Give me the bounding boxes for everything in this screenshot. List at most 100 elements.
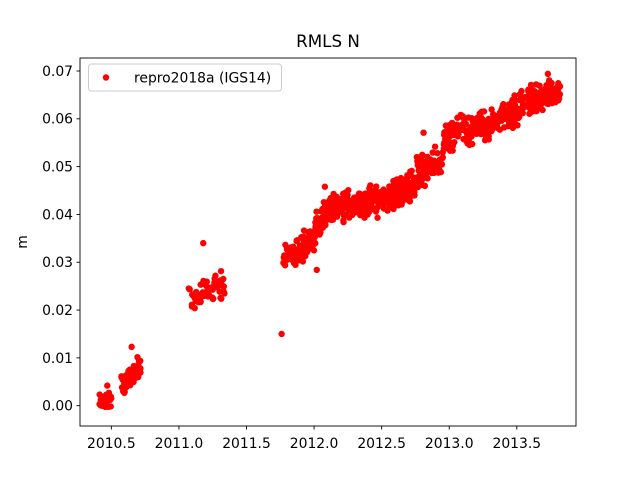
data-point bbox=[431, 143, 439, 150]
legend-marker-icon bbox=[102, 74, 110, 81]
data-point bbox=[309, 242, 316, 250]
data-point bbox=[346, 214, 353, 221]
data-point bbox=[128, 343, 135, 351]
data-point bbox=[532, 81, 540, 88]
data-point bbox=[137, 369, 144, 376]
data-point bbox=[290, 252, 297, 260]
data-point bbox=[354, 193, 362, 200]
data-point bbox=[543, 82, 550, 89]
data-point bbox=[200, 239, 207, 247]
data-point bbox=[550, 91, 558, 99]
y-tick-label: 0.04 bbox=[42, 207, 73, 223]
data-point bbox=[278, 330, 285, 338]
data-point bbox=[414, 183, 422, 191]
data-point bbox=[217, 267, 225, 275]
x-tick-label: 2013.0 bbox=[425, 436, 474, 452]
data-point bbox=[318, 216, 325, 223]
x-tick-label: 2012.5 bbox=[357, 436, 406, 452]
data-point bbox=[429, 159, 436, 166]
data-point bbox=[192, 297, 200, 304]
data-point bbox=[135, 361, 142, 369]
data-point bbox=[217, 278, 225, 285]
data-point bbox=[423, 166, 431, 173]
data-point bbox=[130, 372, 137, 380]
y-tick-label: 0.07 bbox=[42, 64, 73, 80]
data-point bbox=[204, 286, 212, 293]
data-point bbox=[517, 92, 524, 99]
data-point bbox=[488, 119, 496, 126]
data-point bbox=[355, 208, 363, 215]
data-point bbox=[104, 382, 111, 389]
data-point bbox=[336, 203, 343, 210]
data-point bbox=[510, 113, 517, 120]
x-tick-label: 2012.0 bbox=[290, 436, 339, 452]
data-point bbox=[488, 106, 495, 113]
data-point bbox=[477, 118, 485, 125]
data-point bbox=[106, 394, 113, 402]
data-point bbox=[99, 398, 107, 405]
data-point bbox=[210, 284, 218, 291]
data-point bbox=[408, 167, 415, 175]
data-point bbox=[349, 199, 357, 207]
data-point bbox=[292, 258, 299, 266]
data-point bbox=[370, 197, 378, 204]
data-point bbox=[462, 120, 470, 128]
data-point bbox=[313, 266, 320, 274]
data-point bbox=[416, 174, 424, 181]
data-point bbox=[212, 272, 219, 279]
legend-frame bbox=[88, 63, 282, 92]
data-point bbox=[210, 295, 217, 302]
data-point bbox=[457, 122, 464, 129]
data-point bbox=[415, 159, 423, 166]
data-point bbox=[342, 189, 350, 196]
data-point bbox=[365, 207, 372, 214]
data-point bbox=[330, 212, 337, 220]
data-point bbox=[413, 153, 421, 161]
chart-title: RMLS N bbox=[296, 31, 360, 51]
data-point bbox=[340, 212, 348, 219]
data-point bbox=[297, 247, 304, 254]
data-point bbox=[283, 253, 290, 260]
data-point bbox=[325, 211, 332, 218]
data-point bbox=[378, 191, 386, 198]
y-tick-label: 0.00 bbox=[42, 399, 73, 415]
data-point bbox=[474, 122, 481, 130]
data-point bbox=[216, 288, 223, 295]
data-point bbox=[482, 121, 490, 128]
data-point bbox=[362, 190, 369, 197]
data-point bbox=[287, 246, 295, 254]
data-point bbox=[345, 199, 352, 207]
x-tick-label: 2013.5 bbox=[492, 436, 541, 452]
data-point bbox=[374, 214, 381, 221]
data-point bbox=[513, 105, 521, 112]
data-point bbox=[527, 81, 535, 89]
x-tick-label: 2011.5 bbox=[222, 436, 271, 452]
data-point bbox=[344, 194, 351, 202]
data-point bbox=[432, 166, 440, 173]
data-point bbox=[313, 208, 320, 215]
data-point bbox=[393, 176, 401, 183]
data-point bbox=[397, 197, 404, 204]
data-point bbox=[410, 189, 417, 196]
data-point bbox=[525, 103, 532, 111]
data-point bbox=[443, 141, 450, 149]
data-point bbox=[357, 197, 365, 205]
data-point bbox=[329, 199, 337, 206]
data-point bbox=[535, 103, 543, 110]
data-point bbox=[300, 237, 308, 245]
data-point bbox=[185, 285, 193, 292]
data-point bbox=[96, 391, 103, 398]
data-point bbox=[448, 119, 456, 127]
data-point bbox=[125, 367, 132, 375]
data-point bbox=[330, 194, 337, 201]
data-point bbox=[555, 80, 562, 87]
data-point bbox=[466, 135, 473, 142]
data-point bbox=[329, 205, 336, 212]
data-point bbox=[464, 140, 471, 147]
data-point bbox=[449, 127, 457, 134]
legend-label: repro2018a (IGS14) bbox=[134, 71, 271, 87]
y-tick-label: 0.02 bbox=[42, 303, 73, 319]
data-point bbox=[123, 383, 130, 391]
